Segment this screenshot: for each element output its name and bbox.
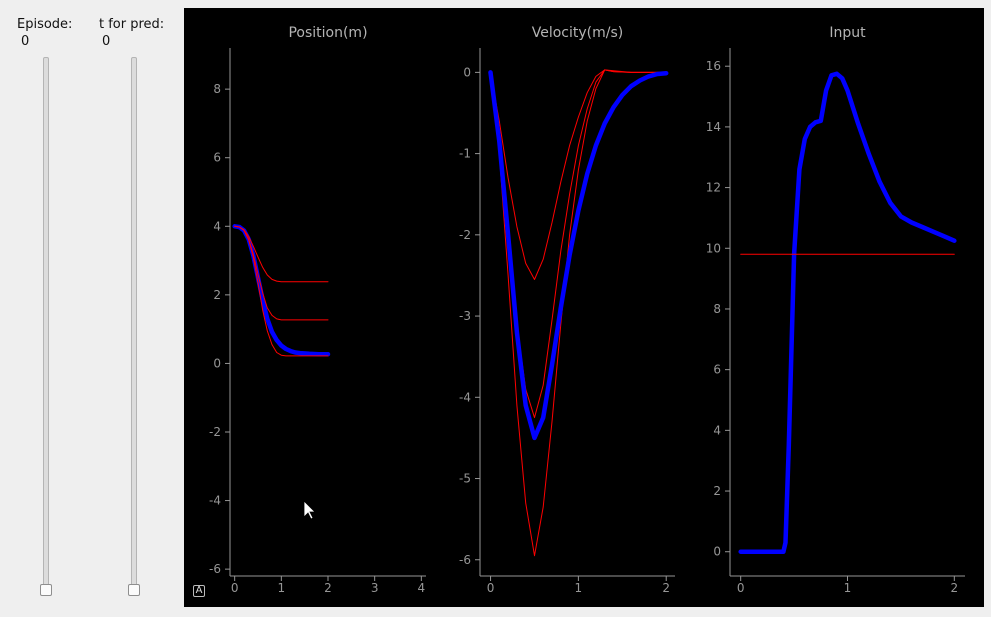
- chart-title: Input: [829, 25, 866, 41]
- x-tick-label: 1: [278, 581, 286, 595]
- x-tick-label: 3: [371, 581, 379, 595]
- y-tick-label: -1: [459, 147, 471, 161]
- pred-slider-track[interactable]: [131, 57, 137, 589]
- chart-2[interactable]: Velocity(m/s) -6 -5 -4 -3 -2 -1 0 0 1 2: [459, 25, 675, 595]
- episode-slider-track[interactable]: [43, 57, 49, 589]
- pred-slider-handle[interactable]: [128, 584, 140, 596]
- y-tick-label: 8: [713, 302, 721, 316]
- x-tick-label: 1: [575, 581, 583, 595]
- chart-title: Position(m): [288, 25, 367, 41]
- pred-label: t for pred:: [99, 17, 165, 32]
- x-tick-label: 2: [950, 581, 958, 595]
- x-tick-label: 0: [487, 581, 495, 595]
- auto-range-button[interactable]: A: [193, 585, 205, 597]
- x-tick-label: 2: [324, 581, 332, 595]
- mouse-cursor-icon: [303, 500, 316, 520]
- y-tick-label: -4: [459, 390, 471, 404]
- y-tick-label: 14: [706, 120, 721, 134]
- y-tick-label: 4: [713, 423, 721, 437]
- series-line-2: [490, 69, 667, 419]
- episode-slider-handle[interactable]: [40, 584, 52, 596]
- y-tick-label: -3: [459, 309, 471, 323]
- series-line-1: [232, 224, 331, 357]
- pred-value: 0: [102, 34, 111, 49]
- pred-slider[interactable]: [126, 55, 142, 600]
- episode-label: Episode:: [17, 17, 73, 32]
- y-tick-label: 0: [213, 356, 221, 370]
- chart-title: Velocity(m/s): [532, 25, 624, 41]
- y-tick-label: -4: [209, 494, 221, 508]
- y-tick-label: -5: [459, 472, 471, 486]
- y-tick-label: 0: [463, 65, 471, 79]
- series-line-3: [490, 69, 667, 280]
- series-line-4: [488, 70, 669, 441]
- series-line-4: [234, 225, 329, 283]
- y-tick-label: 6: [713, 363, 721, 377]
- chart-1[interactable]: Position(m) -6 -4 -2 0 2 4 6 8 0 1 2 3 4: [209, 25, 426, 595]
- y-tick-label: 4: [213, 219, 221, 233]
- x-tick-label: 2: [662, 581, 670, 595]
- episode-value: 0: [21, 34, 30, 49]
- y-tick-label: 0: [713, 545, 721, 559]
- y-tick-label: 2: [213, 288, 221, 302]
- x-tick-label: 0: [231, 581, 239, 595]
- episode-slider[interactable]: [38, 55, 54, 600]
- y-tick-label: 8: [213, 82, 221, 96]
- x-tick-label: 1: [844, 581, 852, 595]
- x-tick-label: 0: [737, 581, 745, 595]
- series-line-3: [234, 225, 329, 321]
- plot-area[interactable]: Position(m) -6 -4 -2 0 2 4 6 8 0 1 2 3 4 Velocity(m/s)…: [184, 8, 984, 607]
- y-tick-label: -6: [459, 553, 471, 567]
- y-tick-label: 10: [706, 241, 721, 255]
- y-tick-label: -2: [459, 228, 471, 242]
- y-tick-label: 16: [706, 59, 721, 73]
- y-tick-label: 6: [213, 151, 221, 165]
- y-tick-label: -2: [209, 425, 221, 439]
- y-tick-label: 12: [706, 181, 721, 195]
- y-tick-label: -6: [209, 562, 221, 576]
- y-tick-label: 2: [713, 484, 721, 498]
- x-tick-label: 4: [418, 581, 426, 595]
- series-line-1: [738, 71, 957, 554]
